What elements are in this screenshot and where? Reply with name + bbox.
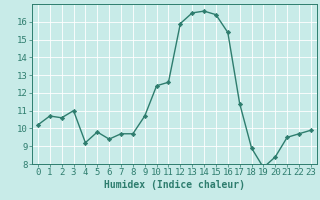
X-axis label: Humidex (Indice chaleur): Humidex (Indice chaleur) (104, 180, 245, 190)
